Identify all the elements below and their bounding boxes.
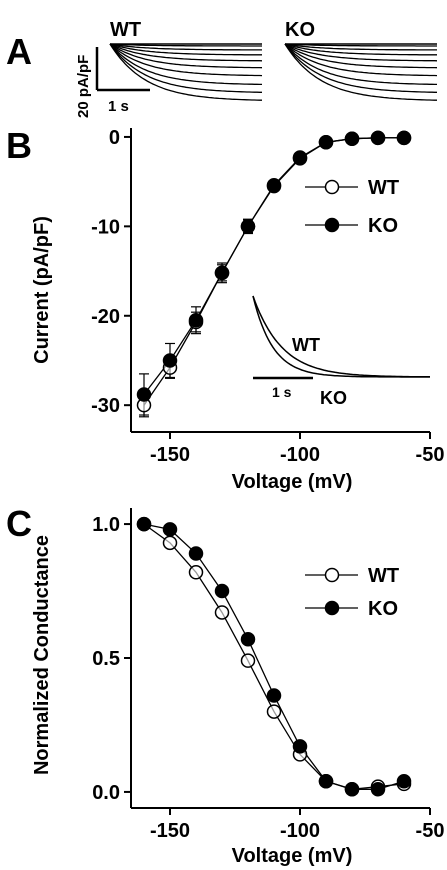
data-point-ko [162, 522, 178, 537]
data-point-wt [162, 535, 178, 551]
x-axis-label: Voltage (mV) [232, 471, 353, 493]
y-tick-label: 0.5 [92, 648, 120, 670]
legend-marker-wt [324, 179, 340, 195]
inset-label-wt: WT [292, 335, 320, 355]
data-point-ko [292, 739, 308, 754]
current-trace [109, 43, 262, 86]
x-tick-label: -150 [150, 820, 190, 842]
scale-label-time: 1 s [108, 98, 129, 115]
data-point-ko [266, 688, 282, 703]
data-point-ko [214, 583, 230, 599]
series-line-ko [143, 523, 405, 790]
current-trace [284, 43, 437, 56]
x-tick-label: -50 [416, 444, 445, 466]
legend-label-wt: WT [368, 177, 399, 199]
current-trace [109, 43, 263, 62]
x-tick-label: -100 [280, 444, 320, 466]
x-tick-label: -150 [150, 444, 190, 466]
legend-marker-ko [324, 600, 340, 616]
panel-label-a: A [6, 31, 32, 72]
series-line-ko [143, 137, 404, 395]
legend-label-ko: KO [368, 215, 398, 237]
conductance-chart: -150 -100 -50 0.0 0.5 1.0 Voltage (mV) Normal… [31, 508, 444, 867]
current-trace [284, 43, 437, 47]
current-trace [109, 43, 262, 56]
current-trace [284, 43, 437, 86]
y-axis-label: Current (pA/pF) [31, 216, 53, 364]
data-point-ko [136, 516, 152, 532]
trace-label-wt: WT [110, 19, 141, 41]
wt-current-traces [109, 43, 263, 101]
panel-label-c: C [6, 503, 32, 544]
current-trace [284, 43, 438, 62]
y-tick-label: 1.0 [92, 514, 120, 536]
legend-label-ko: KO [368, 598, 398, 620]
panel-label-b: B [6, 125, 32, 166]
iv-chart: -150 -100 -50 0 -10 -20 -30 Voltage (mV) Curre… [31, 127, 444, 493]
data-point-ko [188, 546, 204, 561]
current-trace [284, 43, 438, 69]
y-tick-label: 0 [109, 127, 120, 149]
legend: WT KO [305, 177, 399, 237]
data-point-ko [318, 135, 334, 150]
data-point-ko [318, 773, 334, 789]
data-point-ko [396, 130, 412, 146]
scale-label-current: 20 pA/pF [75, 55, 92, 118]
data-point-ko [188, 312, 204, 328]
inset-trace-wt [252, 295, 430, 378]
legend-marker-wt [324, 567, 340, 583]
data-point-ko [136, 387, 152, 402]
series-line-wt [143, 137, 404, 406]
current-trace [284, 43, 438, 77]
data-point-ko [292, 150, 308, 165]
current-trace [109, 43, 262, 51]
data-point-wt [214, 605, 230, 620]
y-tick-label: -20 [91, 306, 120, 328]
x-axis-label: Voltage (mV) [232, 845, 353, 867]
data-point-wt [240, 653, 256, 668]
current-trace [284, 43, 437, 51]
data-point-ko [162, 353, 178, 368]
data-point-ko [240, 219, 256, 234]
inset: WT KO 1 s [252, 295, 430, 408]
inset-label-ko: KO [320, 388, 347, 408]
inset-trace-ko [252, 295, 430, 378]
data-point-ko [370, 130, 386, 146]
y-tick-label: 0.0 [92, 782, 120, 804]
current-trace [284, 43, 437, 93]
current-trace [109, 43, 262, 93]
y-tick-label: -10 [91, 216, 120, 238]
current-trace [109, 43, 263, 77]
y-tick-label: -30 [91, 395, 120, 417]
data-point-ko [370, 782, 386, 797]
current-trace [109, 43, 263, 69]
inset-scale-label: 1 s [272, 384, 292, 400]
ko-current-traces [284, 43, 438, 101]
current-trace [284, 43, 437, 101]
panel-a: WT KO 20 pA/pF 1 s [75, 19, 438, 118]
trace-label-ko: KO [285, 19, 315, 41]
data-point-ko [344, 782, 360, 797]
data-point-wt [266, 704, 282, 719]
legend-marker-ko [324, 217, 340, 233]
data-point-wt [188, 565, 204, 580]
data-point-ko [240, 632, 256, 647]
x-tick-label: -50 [416, 820, 445, 842]
y-axis-label: Normalized Conductance [31, 535, 53, 775]
x-tick-label: -100 [280, 820, 320, 842]
data-point-ko [344, 131, 360, 146]
legend-label-wt: WT [368, 565, 399, 587]
series-line-wt [143, 523, 405, 790]
data-point-ko [396, 773, 412, 789]
current-trace [109, 43, 262, 101]
legend: WT KO [305, 565, 399, 620]
current-trace [109, 43, 262, 47]
data-point-ko [266, 177, 282, 193]
data-point-ko [214, 265, 230, 281]
